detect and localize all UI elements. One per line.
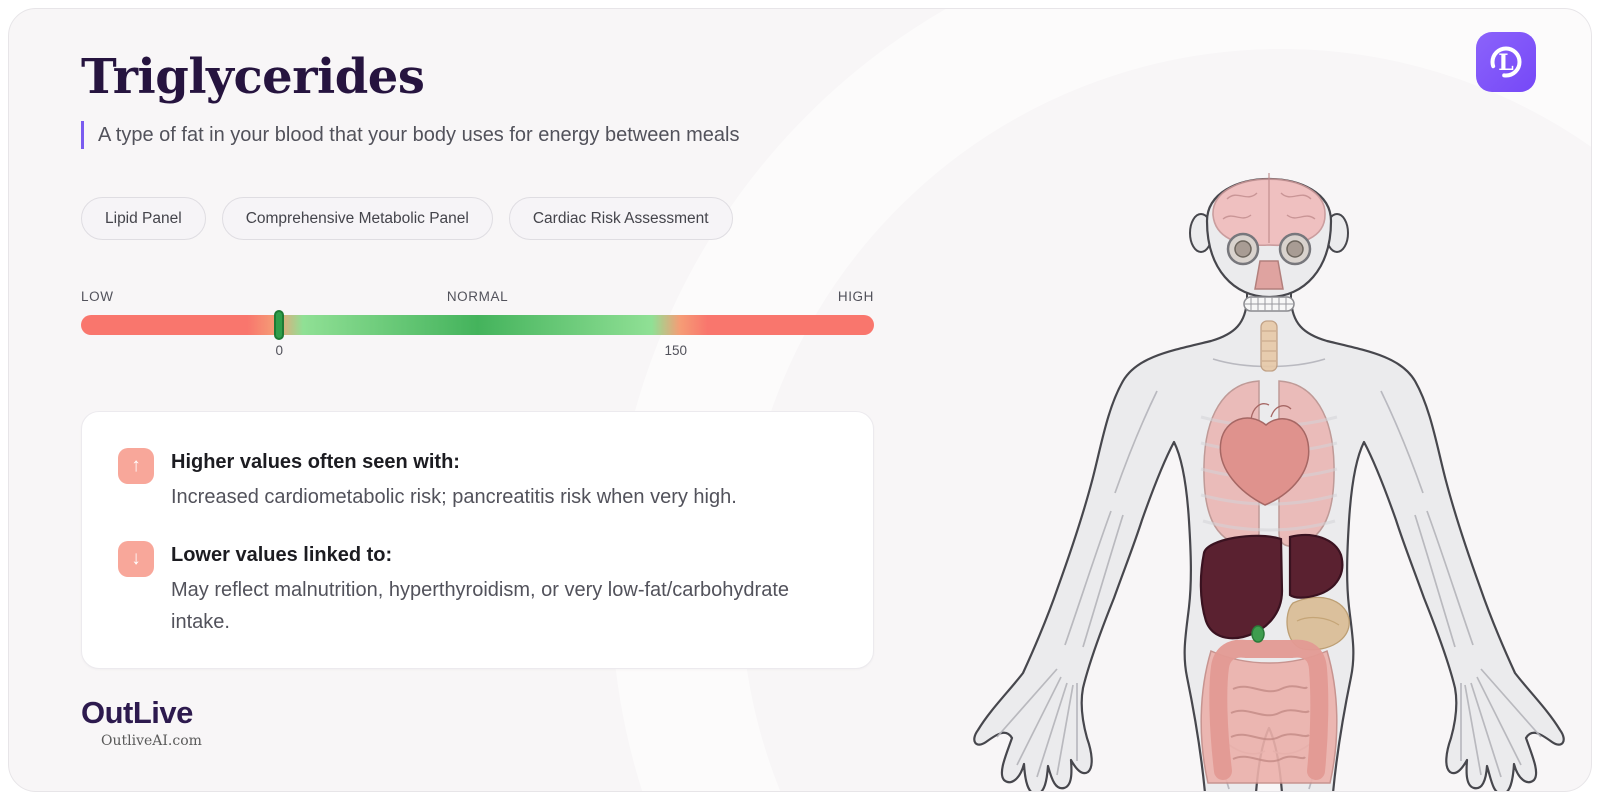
trachea (1260, 320, 1278, 372)
range-label-high: HIGH (837, 289, 874, 304)
values-info-card: ↑ Higher values often seen with: Increas… (81, 411, 874, 669)
range-label-normal: NORMAL (446, 289, 509, 304)
nose (1254, 260, 1284, 290)
app-logo[interactable]: L (1476, 32, 1536, 92)
eye-sockets (1226, 232, 1312, 266)
page-title: Triglycerides (81, 49, 425, 105)
intestines (1200, 649, 1338, 784)
small-intestine-folds (1230, 685, 1310, 763)
tag-comprehensive-metabolic-panel[interactable]: Comprehensive Metabolic Panel (221, 197, 493, 240)
colon (1209, 639, 1329, 780)
tick-high: 150 (664, 343, 688, 358)
page-subtitle: A type of fat in your blood that your bo… (81, 121, 740, 149)
higher-values-heading: Higher values often seen with: (171, 451, 460, 473)
range-marker[interactable] (274, 310, 285, 340)
brand-website[interactable]: OutliveAI.com (101, 733, 202, 749)
range-label-low: LOW (81, 289, 114, 304)
brain-folds (1222, 173, 1316, 243)
brand-footer: OutLive OutliveAI.com (81, 695, 202, 749)
teeth (1243, 296, 1295, 312)
human-anatomy-illustration (973, 173, 1565, 791)
main-card: Triglycerides A type of fat in your bloo… (8, 8, 1592, 792)
lower-values-heading: Lower values linked to: (171, 544, 393, 566)
app-logo-icon: L (1490, 46, 1522, 78)
brand-wordmark: OutLive (81, 695, 193, 730)
arrow-down-icon: ↓ (118, 541, 154, 577)
higher-values-section: ↑ Higher values often seen with: Increas… (118, 448, 837, 513)
tag-lipid-panel[interactable]: Lipid Panel (81, 197, 206, 240)
gallbladder (1251, 625, 1265, 643)
lower-values-body: May reflect malnutrition, hyperthyroidis… (171, 579, 790, 633)
tag-list: Lipid Panel Comprehensive Metabolic Pane… (81, 197, 733, 240)
higher-values-body: Increased cardiometabolic risk; pancreat… (171, 486, 737, 508)
stomach-pancreas (1286, 596, 1350, 651)
gradient-bar (81, 310, 874, 340)
tag-cardiac-risk-assessment[interactable]: Cardiac Risk Assessment (508, 197, 733, 240)
lower-values-section: ↓ Lower values linked to: May reflect ma… (118, 541, 837, 638)
arrow-up-icon: ↑ (118, 448, 154, 484)
heart (1219, 403, 1310, 506)
liver-highlight (1199, 533, 1344, 640)
tick-low: 0 (275, 343, 284, 358)
reference-range-bar: LOW NORMAL HIGH 0 150 (81, 289, 874, 361)
svg-text:L: L (1498, 50, 1513, 76)
